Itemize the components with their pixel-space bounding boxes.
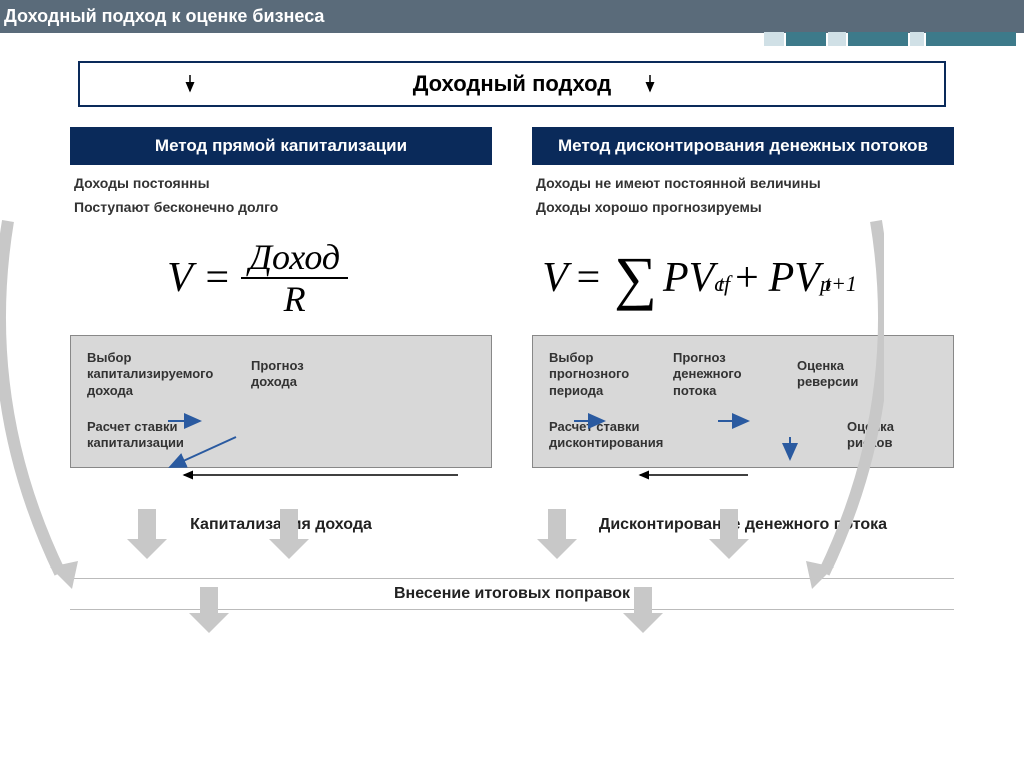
curve-left: [0, 221, 60, 573]
method-right: Метод дисконтирования денежных потоков: [532, 127, 954, 165]
method-left: Метод прямой капитализации: [70, 127, 492, 165]
right-step-4: Расчет ставки дисконтирования: [549, 419, 709, 452]
left-column: Метод прямой капитализации Доходы постоя…: [70, 111, 492, 215]
right-step-1: Выбор прогнозного периода: [549, 350, 649, 399]
left-desc-2: Поступают бесконечно долго: [70, 199, 492, 215]
steps-left: Выбор капитализируемого дохода Прогноз д…: [70, 335, 492, 468]
methods-row: Метод прямой капитализации Доходы постоя…: [70, 111, 954, 215]
right-step-3: Оценка реверсии: [797, 358, 887, 391]
left-step-1: Выбор капитализируемого дохода: [87, 350, 227, 399]
f1-eq: =: [203, 254, 231, 302]
final-step: Внесение итоговых поправок: [70, 578, 954, 610]
f2-t1-base: PV: [663, 254, 714, 302]
f2-eq: =: [574, 254, 602, 302]
formula-left: V = Доход R: [167, 239, 348, 317]
f1-num: Доход: [241, 239, 348, 279]
right-desc-1: Доходы не имеют постоянной величины: [532, 175, 954, 191]
formula-right: V = ∑ PV cf t + PV p t+1: [542, 244, 857, 313]
f2-t2-sup: t+1: [825, 271, 857, 297]
page-header: Доходный подход к оценке бизнеса: [0, 0, 1024, 33]
f2-plus: +: [732, 254, 760, 302]
f1-lhs: V: [167, 254, 193, 302]
formula-row: V = Доход R V = ∑ PV cf t + PV p t+1: [70, 239, 954, 317]
left-step-2: Прогноз дохода: [251, 358, 351, 391]
root-label: Доходный подход: [413, 71, 612, 96]
outcome-row: Капитализация дохода Дисконтирование ден…: [70, 516, 954, 534]
outcome-left: Капитализация дохода: [70, 516, 492, 534]
steps-right: Выбор прогнозного периода Прогноз денежн…: [532, 335, 954, 468]
outcome-right: Дисконтирование денежного потока: [532, 516, 954, 534]
f1-fraction: Доход R: [241, 239, 348, 317]
f2-term2: PV p t+1: [769, 254, 857, 302]
steps-row: Выбор капитализируемого дохода Прогноз д…: [70, 335, 954, 468]
f2-sigma: ∑: [614, 244, 657, 313]
f1-den: R: [284, 279, 306, 317]
left-desc-1: Доходы постоянны: [70, 175, 492, 191]
right-step-5: Оценка рисков: [847, 419, 937, 452]
f2-lhs: V: [542, 254, 568, 302]
f2-t2-base: PV: [769, 254, 820, 302]
right-step-2: Прогноз денежного потока: [673, 350, 773, 399]
diagram-content: Доходный подход Метод прямой капитализац…: [0, 33, 1024, 610]
left-step-3: Расчет ставки капитализации: [87, 419, 247, 452]
root-node: Доходный подход: [78, 61, 946, 107]
f2-t1-sup: t: [718, 271, 724, 297]
page-title: Доходный подход к оценке бизнеса: [4, 6, 324, 27]
right-desc-2: Доходы хорошо прогнозируемы: [532, 199, 954, 215]
f2-term1: PV cf t: [663, 254, 724, 302]
right-column: Метод дисконтирования денежных потоков Д…: [532, 111, 954, 215]
